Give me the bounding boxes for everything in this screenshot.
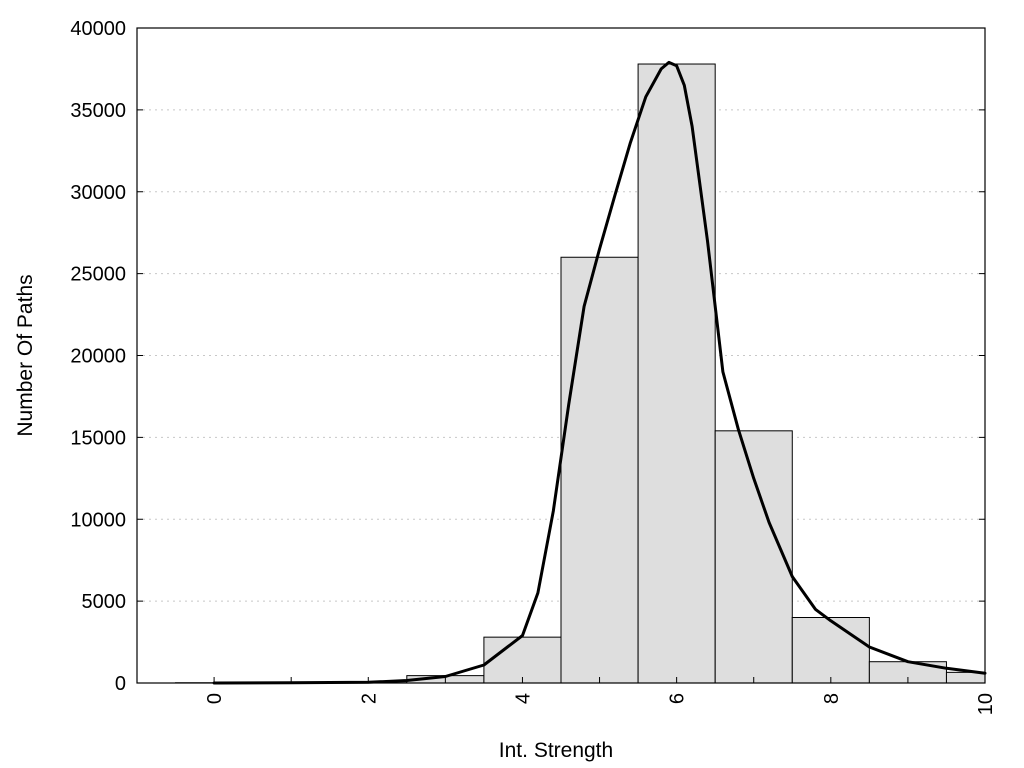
x-tick-label-0: 0: [204, 693, 226, 704]
x-tick-label-2: 4: [512, 693, 534, 704]
y-tick-label-5: 25000: [70, 264, 126, 286]
x-tick-label-3: 6: [667, 693, 689, 704]
y-tick-label-7: 35000: [70, 100, 126, 122]
bar-8: [792, 618, 869, 684]
x-tick-label-4: 8: [821, 693, 843, 704]
y-axis-label: Number Of Paths: [14, 274, 37, 436]
bar-6: [638, 64, 715, 683]
bar-7: [715, 431, 792, 683]
histogram-bars: [176, 64, 985, 683]
y-tick-label-1: 5000: [82, 591, 127, 613]
y-tick-label-8: 40000: [70, 18, 126, 40]
bar-5: [561, 257, 638, 683]
y-tick-label-0: 0: [115, 673, 126, 695]
x-tick-label-1: 2: [358, 693, 380, 704]
y-tick-label-3: 15000: [70, 427, 126, 449]
y-tick-label-6: 30000: [70, 182, 126, 204]
y-tick-label-2: 10000: [70, 509, 126, 531]
y-tick-label-4: 20000: [70, 346, 126, 368]
x-tick-label-5: 10: [975, 693, 997, 715]
bar-4: [484, 637, 561, 683]
y-axis-ticks: 0 5000 10000 15000 20000 25000 30000 35000 40000: [70, 18, 985, 695]
x-axis-label: Int. Strength: [499, 739, 613, 762]
